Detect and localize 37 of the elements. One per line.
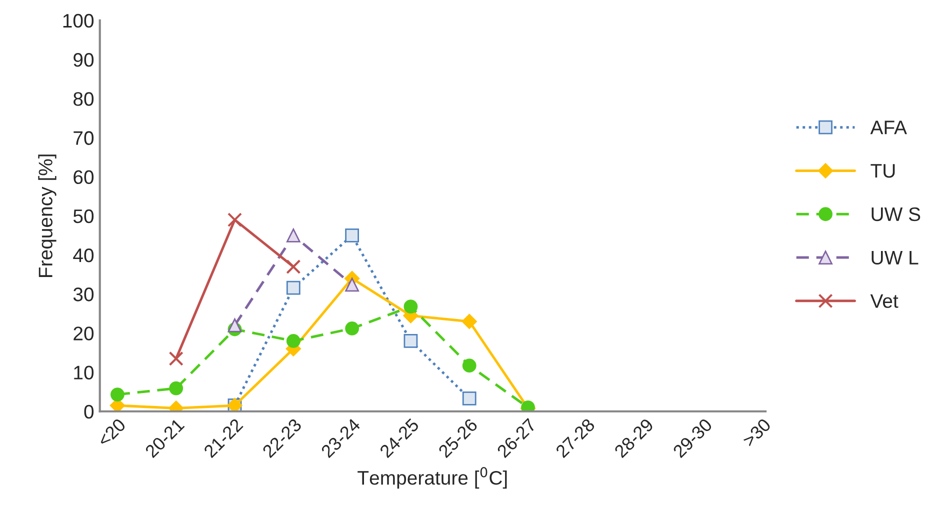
y-tick-label: 100: [63, 14, 94, 28]
legend-label: AFA: [870, 120, 907, 134]
point: [168, 351, 184, 366]
point: [110, 388, 124, 402]
y-tick-label: 70: [74, 131, 94, 145]
y-tick-label: 50: [73, 209, 94, 224]
y-tick-label: 80: [74, 92, 94, 106]
point: [227, 212, 242, 228]
x-axis-title: Temperature [$^{0}$C]: [358, 467, 507, 489]
point: [404, 300, 418, 314]
y-tick-label: 60: [74, 170, 94, 184]
point: [404, 334, 418, 348]
y-tick-label: 30: [73, 288, 94, 302]
point: [345, 322, 360, 336]
y-tick-label: 0: [84, 404, 94, 419]
legend-label: UW L: [872, 250, 918, 265]
legend-label: UW S: [872, 207, 920, 222]
point: [462, 358, 476, 373]
point: [286, 334, 300, 348]
y-tick-label: 10: [74, 366, 94, 380]
point: [345, 278, 360, 292]
y-axis-title: Frequency [%]: [38, 154, 56, 277]
point: [286, 228, 300, 242]
y-tick-label: 90: [74, 53, 94, 67]
point: [286, 280, 300, 295]
x-tick-label: >30: [742, 418, 772, 448]
point: [169, 381, 184, 396]
point: [462, 314, 477, 330]
y-tick-label: 40: [73, 248, 94, 262]
point: [228, 318, 242, 332]
legend-label: TU: [870, 164, 895, 178]
point: [345, 228, 360, 242]
legend-label: Vet: [870, 294, 898, 308]
point: [286, 259, 301, 274]
x-tick-label: <20: [96, 418, 126, 448]
y-tick-label: 20: [74, 326, 94, 340]
point: [462, 392, 476, 406]
